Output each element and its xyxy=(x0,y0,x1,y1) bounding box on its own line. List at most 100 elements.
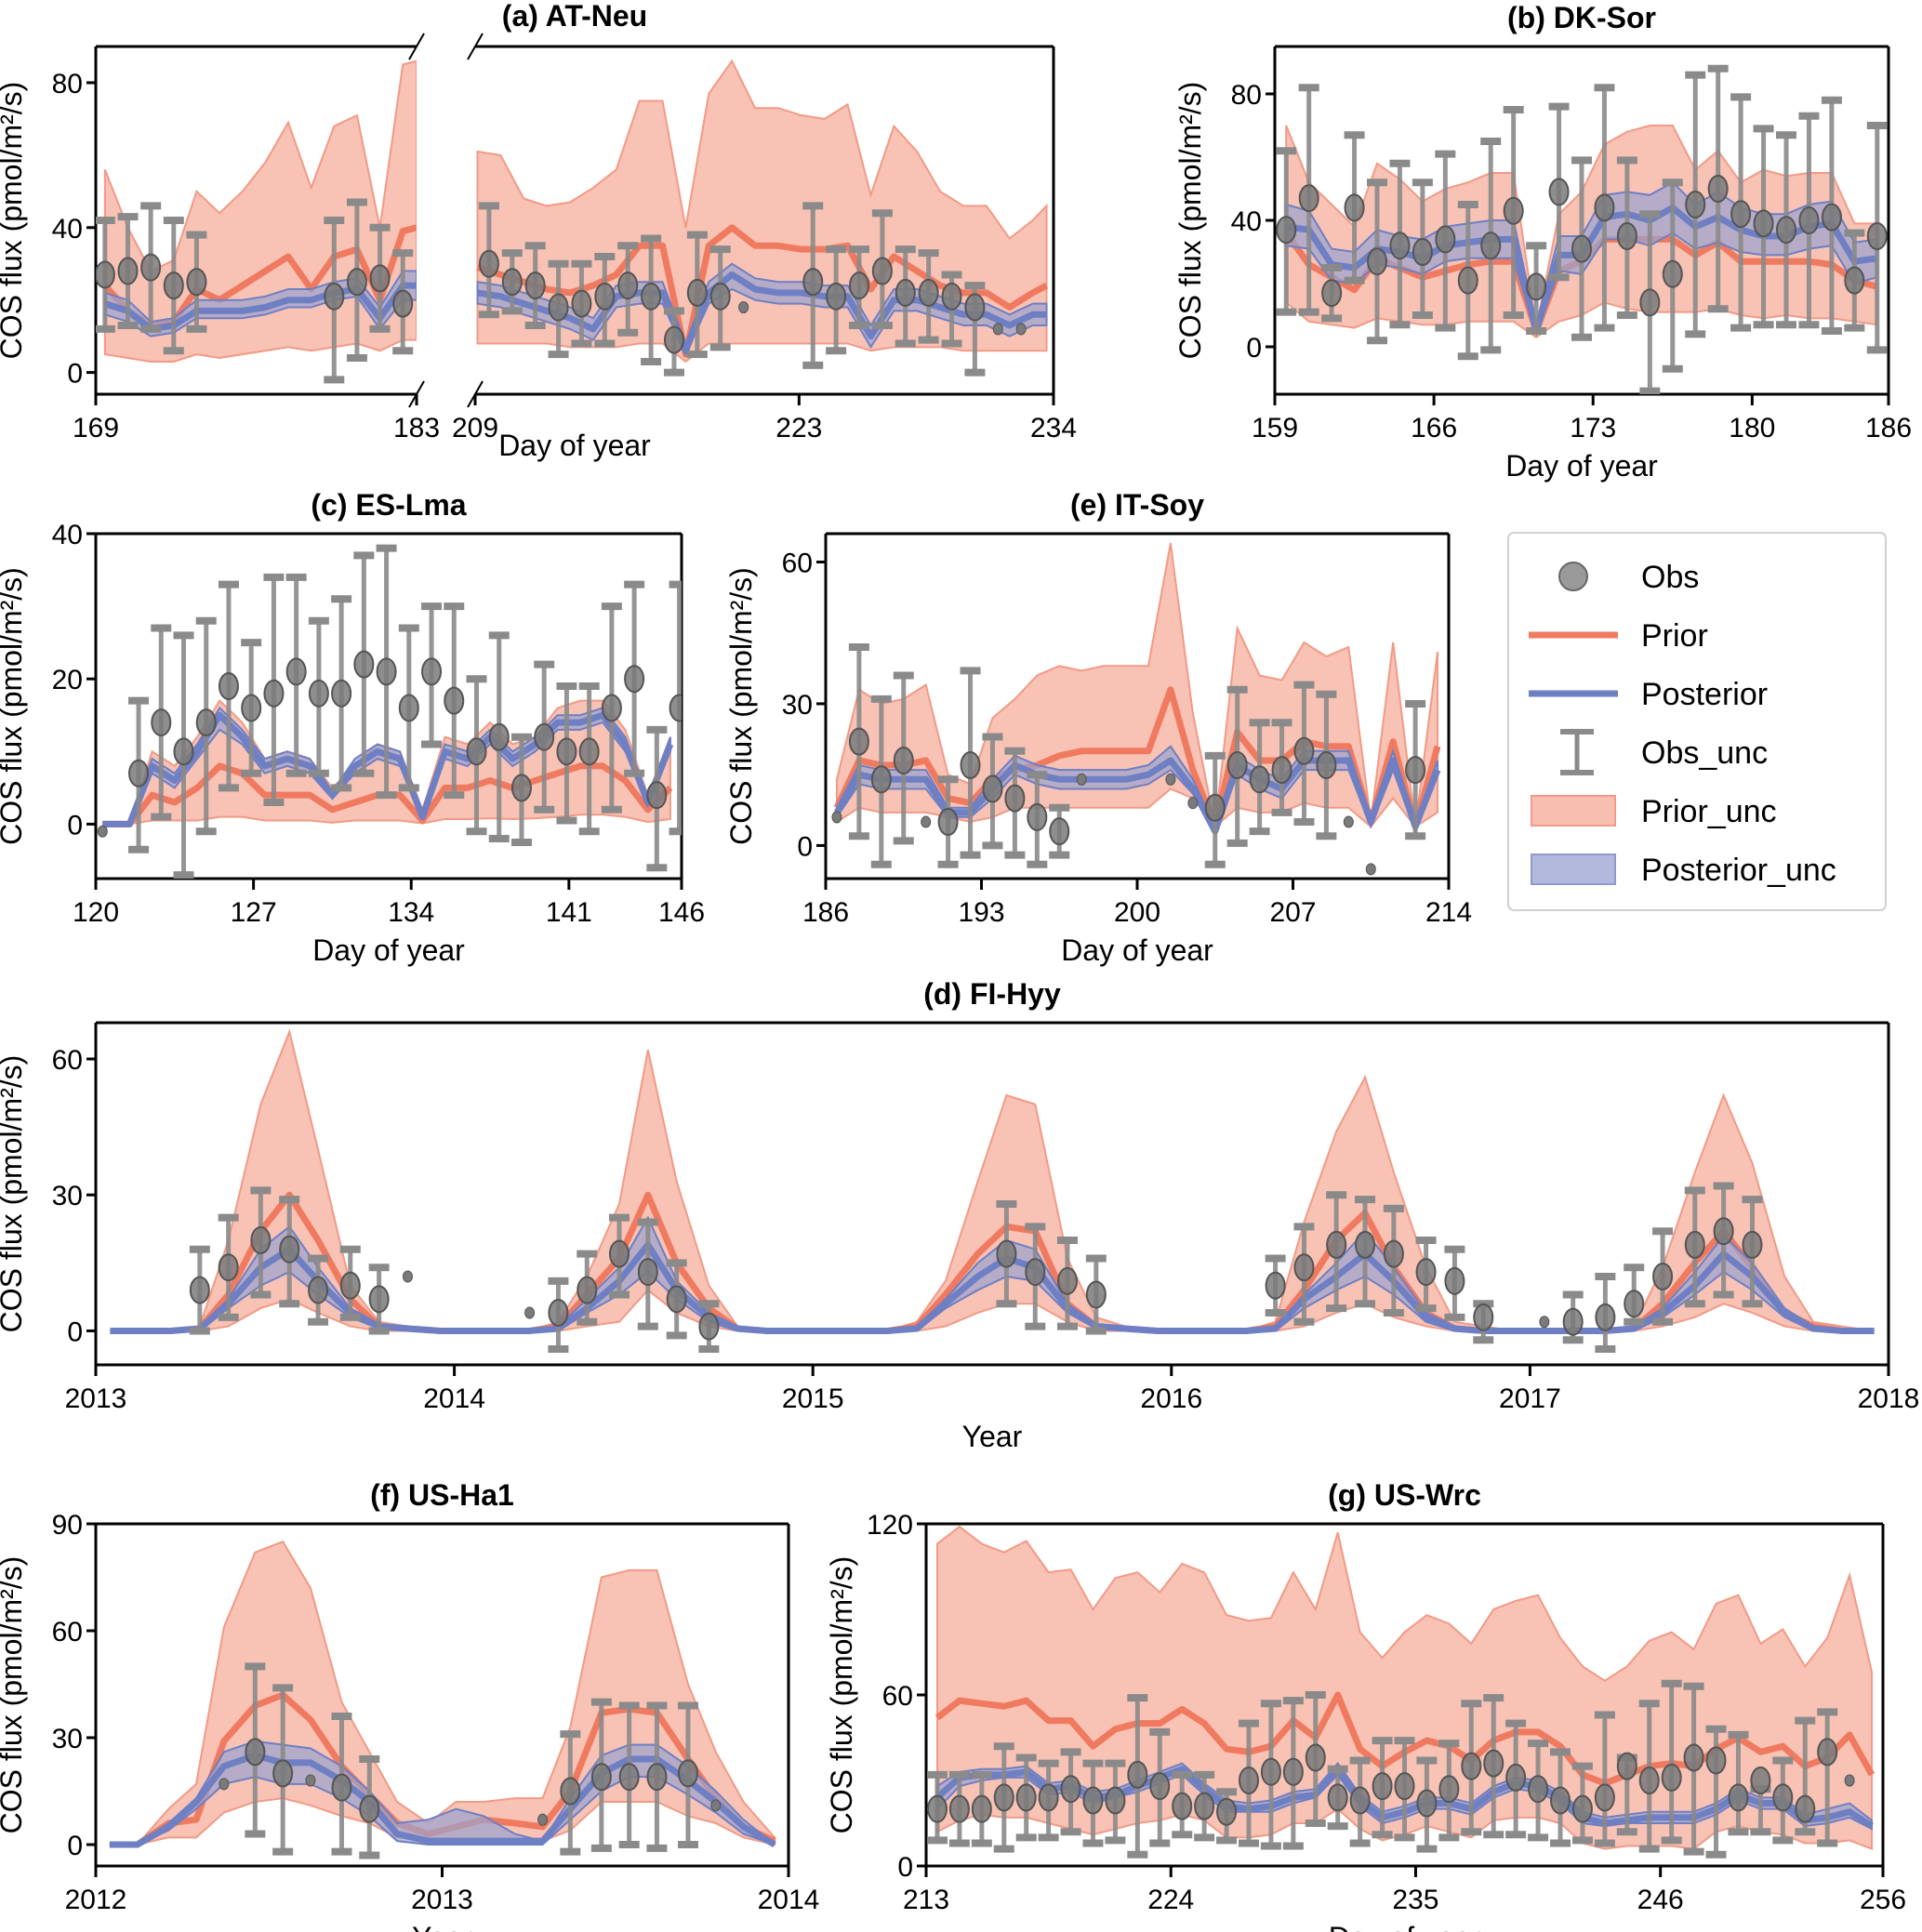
y-axis-label: COS flux (pmol/m²/s) xyxy=(0,82,28,360)
y-tick-label: 0 xyxy=(67,1317,83,1347)
panel-title: (e) IT-Soy xyxy=(1070,488,1204,522)
d-obs-point xyxy=(1595,1303,1616,1331)
g-obs-point xyxy=(1844,1774,1855,1787)
g-obs-point xyxy=(1060,1775,1081,1804)
y-tick-label: 0 xyxy=(67,359,83,390)
x-tick-label: 200 xyxy=(1114,897,1160,928)
d-obs-point xyxy=(524,1306,536,1319)
d-obs-point xyxy=(279,1235,300,1264)
c-obs-point xyxy=(624,665,645,694)
e-obs-point xyxy=(893,746,914,774)
x-axis-label: Day of year xyxy=(1329,1921,1481,1932)
g-obs-point xyxy=(1728,1783,1749,1812)
panel-title: (g) US-Wrc xyxy=(1328,1478,1481,1512)
g-obs-point xyxy=(1594,1783,1615,1812)
c-obs-point xyxy=(195,708,217,737)
g-obs-point xyxy=(1438,1775,1460,1804)
x-tick-label: 2014 xyxy=(423,1383,485,1414)
y-tick-label: 30 xyxy=(782,690,813,721)
e-obs-point xyxy=(1365,863,1376,876)
c-obs-point xyxy=(488,722,510,751)
legend-label: Prior xyxy=(1641,618,1708,654)
a-obs-point xyxy=(871,257,893,285)
a-obs-point xyxy=(501,268,523,297)
axis-break-mark xyxy=(467,380,484,408)
c-obs-point xyxy=(421,657,443,686)
y-tick-label: 60 xyxy=(782,548,813,578)
d-obs-point xyxy=(250,1225,272,1254)
legend: Obs Prior Posterior Obs_unc Prior_unc Posteri… xyxy=(1507,532,1887,911)
d-obs-point xyxy=(1684,1230,1705,1259)
g-obs-point xyxy=(1216,1797,1238,1826)
a-obs-point xyxy=(594,282,616,311)
y-tick-label: 30 xyxy=(52,1181,83,1211)
c-obs-point xyxy=(97,825,108,838)
c-obs-point xyxy=(308,679,329,708)
g-obs-point xyxy=(948,1794,970,1823)
b-obs-point xyxy=(1457,266,1478,295)
g-obs-point xyxy=(1483,1749,1504,1778)
x-tick-label: 213 xyxy=(903,1885,949,1915)
y-axis-label: COS flux (pmol/m²/s) xyxy=(0,1055,28,1333)
f-obs-point xyxy=(590,1763,612,1792)
b-obs-point xyxy=(1753,209,1774,238)
panel-d: 2013 2014 2015 2016 2017 2018 0 30 60 COS flux (p… xyxy=(0,977,1919,1453)
y-tick-label: 60 xyxy=(882,1681,913,1712)
panel-f: 2012 2013 2014 0 30 60 90 COS flux (pmol/m²/s) (… xyxy=(0,1478,819,1932)
panel-title: (a) AT-Neu xyxy=(502,0,647,33)
d-obs-point xyxy=(1742,1230,1763,1259)
g-obs-point xyxy=(1238,1767,1259,1794)
f-posterior-line xyxy=(109,1752,776,1848)
x-tick-label: 173 xyxy=(1570,413,1616,443)
e-posterior-line xyxy=(833,757,1441,835)
d-obs-point xyxy=(1085,1280,1107,1309)
y-tick-label: 90 xyxy=(52,1510,83,1541)
y-tick-label: 40 xyxy=(52,214,83,245)
axis-break-mark xyxy=(467,33,484,60)
g-obs-point xyxy=(1149,1772,1171,1801)
g-obs-point xyxy=(1817,1738,1838,1767)
b-obs-point xyxy=(1298,184,1319,213)
g-obs-point xyxy=(1461,1752,1482,1780)
e-obs-point xyxy=(870,765,892,794)
c-obs-point xyxy=(444,686,465,715)
e-obs-point xyxy=(1226,751,1248,780)
c-obs-point xyxy=(331,679,352,708)
a-obs-point xyxy=(849,271,870,300)
e-obs-point xyxy=(1076,773,1087,786)
f-obs-point xyxy=(359,1794,380,1823)
g-obs-point xyxy=(1638,1767,1660,1794)
panel-title: (b) DK-Sor xyxy=(1507,1,1656,34)
a-obs-point xyxy=(163,271,184,300)
b-obs-point xyxy=(1685,191,1706,218)
d-obs-point xyxy=(608,1239,630,1268)
d-obs-point xyxy=(218,1253,239,1282)
y-axis-label: COS flux (pmol/m²/s) xyxy=(0,567,28,845)
b-obs-point xyxy=(1866,222,1888,250)
x-tick-label: 246 xyxy=(1637,1885,1684,1915)
c-obs-point xyxy=(646,781,668,810)
g-obs-point xyxy=(1394,1772,1415,1801)
panel-title: (d) FI-Hyy xyxy=(923,977,1061,1011)
d-obs-point xyxy=(1652,1262,1674,1290)
x-tick-label: 146 xyxy=(658,897,705,928)
a-obs-point xyxy=(941,282,962,311)
y-axis-label: COS flux (pmol/m²/s) xyxy=(825,1556,858,1834)
g-obs-point xyxy=(1015,1783,1037,1812)
x-tick-label: 2013 xyxy=(411,1885,473,1915)
e-obs-point xyxy=(831,811,842,824)
d-obs-point xyxy=(189,1276,210,1304)
d-obs-point xyxy=(339,1271,361,1300)
x-tick-label: 235 xyxy=(1392,1885,1438,1915)
b-obs-point xyxy=(1503,196,1524,225)
a-obs-point xyxy=(524,271,546,300)
plot-area xyxy=(831,542,1441,876)
x-tick-label: 2015 xyxy=(782,1383,844,1414)
plot-area xyxy=(926,1525,1876,1859)
x-axis-label: Day of year xyxy=(312,933,465,967)
d-obs-point xyxy=(1383,1239,1404,1268)
x-tick-label: 2012 xyxy=(65,1885,127,1915)
x-tick-label: 186 xyxy=(1865,413,1912,443)
x-tick-label: 207 xyxy=(1269,897,1316,928)
